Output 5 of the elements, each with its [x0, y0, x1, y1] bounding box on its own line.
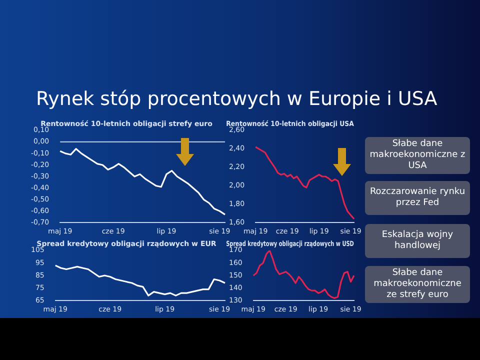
- text: Rynek stóp procentowych w Europie i USA: [36, 88, 438, 110]
- text: Słabe dane makroekonomiczne z USA: [365, 137, 470, 174]
- text: Rozczarowanie rynku przez Fed: [365, 181, 470, 215]
- text: Słabe dane makroekonomiczne ze strefy euro: [365, 266, 470, 303]
- text: Eskalacja wojny handlowej: [365, 224, 470, 258]
